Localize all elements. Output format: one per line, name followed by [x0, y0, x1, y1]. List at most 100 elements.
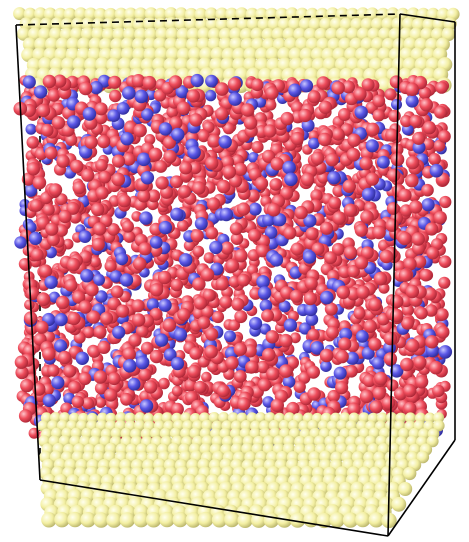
liquid-atom-red — [35, 320, 49, 334]
wall-atom — [19, 17, 33, 31]
liquid-atom-red — [81, 397, 94, 410]
wall-atom — [210, 47, 225, 62]
liquid-atom-red — [361, 78, 375, 92]
liquid-atom-red — [419, 98, 433, 112]
wall-atom — [376, 412, 388, 424]
liquid-atom-red — [53, 74, 67, 88]
liquid-atom-red — [186, 89, 200, 103]
wall-atom — [316, 512, 332, 529]
liquid-atom-red — [270, 157, 284, 171]
wall-atom — [123, 17, 137, 31]
wall-atom — [145, 512, 162, 528]
liquid-atom-red — [335, 349, 349, 364]
wall-atom — [133, 512, 149, 528]
liquid-atom-red — [91, 202, 105, 217]
wall-atom — [129, 57, 145, 73]
wall-atom — [150, 427, 162, 440]
liquid-atom-red — [163, 149, 177, 164]
wall-atom — [319, 17, 333, 31]
liquid-atom-blue — [218, 135, 232, 149]
liquid-atom-red — [204, 344, 218, 359]
liquid-atom-red — [307, 387, 321, 401]
liquid-atom-red — [372, 225, 386, 240]
liquid-atom-red — [385, 218, 399, 232]
liquid-atom-blue — [339, 327, 353, 341]
liquid-atom-red — [319, 348, 334, 363]
liquid-atom-blue — [303, 214, 317, 228]
liquid-atom-red — [265, 99, 277, 111]
liquid-atom-red — [91, 237, 105, 251]
liquid-atom-red — [436, 308, 449, 321]
liquid-atom-red — [158, 377, 170, 390]
liquid-atom-blue — [78, 230, 92, 244]
liquid-atom-red — [332, 211, 346, 225]
liquid-atom-blue — [304, 303, 318, 317]
liquid-atom-red — [205, 327, 219, 341]
liquid-atom-red — [170, 175, 183, 189]
liquid-atom-red — [205, 226, 219, 240]
liquid-atom-red — [99, 311, 114, 325]
liquid-atom-blue — [299, 79, 314, 93]
liquid-atom-red — [193, 380, 207, 394]
liquid-atom-blue — [28, 231, 43, 245]
wall-atom — [112, 17, 126, 31]
wall-atom — [441, 27, 456, 42]
liquid-atom-red — [109, 89, 122, 103]
liquid-atom-red — [197, 129, 210, 143]
liquid-atom-red — [307, 328, 320, 342]
liquid-atom-red — [36, 103, 51, 118]
wall-atom — [194, 7, 208, 21]
liquid-atom-red — [157, 270, 172, 285]
liquid-atom-blue — [310, 341, 325, 355]
liquid-atom-red — [66, 257, 81, 272]
wall-atom — [84, 7, 98, 21]
liquid-atom-red — [265, 86, 279, 100]
wall-atom — [271, 27, 286, 41]
liquid-atom-red — [72, 290, 86, 304]
liquid-atom-red — [166, 105, 179, 118]
liquid-atom-red — [379, 249, 394, 264]
liquid-atom-red — [171, 385, 183, 397]
liquid-atom-blue — [264, 226, 278, 239]
box-edge-front-bottom — [39, 479, 389, 537]
liquid-atom-blue — [262, 213, 275, 227]
wall-atom — [398, 482, 413, 496]
liquid-atom-red — [438, 276, 451, 289]
liquid-atom-blue — [115, 252, 129, 266]
liquid-atom-blue — [205, 89, 217, 102]
liquid-atom-red — [30, 199, 43, 212]
liquid-atom-red — [388, 109, 401, 123]
liquid-atom-red — [95, 186, 109, 200]
liquid-atom-red — [230, 232, 244, 245]
liquid-atom-red — [187, 364, 201, 379]
liquid-atom-blue — [361, 187, 376, 202]
wall-atom — [433, 420, 445, 432]
liquid-atom-red — [256, 244, 269, 258]
liquid-atom-red — [386, 202, 400, 215]
liquid-atom-blue — [173, 327, 188, 342]
liquid-atom-red — [290, 242, 304, 256]
liquid-atom-red — [183, 239, 196, 252]
liquid-atom-red — [94, 102, 108, 116]
liquid-atom-red — [280, 111, 294, 126]
liquid-atom-red — [78, 81, 93, 96]
wall-atom — [106, 512, 122, 528]
liquid-atom-blue — [256, 275, 270, 289]
wall-atom — [365, 7, 379, 21]
wall-atom — [255, 412, 267, 424]
liquid-atom-red — [398, 268, 413, 282]
liquid-atom-red — [346, 147, 361, 162]
wall-atom — [186, 27, 201, 42]
liquid-atom-blue — [205, 74, 218, 88]
liquid-atom-red — [365, 122, 380, 137]
liquid-atom-red — [95, 158, 108, 172]
liquid-atom-red — [78, 300, 92, 314]
liquid-atom-red — [203, 252, 215, 264]
box-edge-bottom-right — [387, 439, 456, 537]
liquid-atom-blue — [134, 89, 149, 104]
liquid-atom-red — [347, 133, 361, 147]
liquid-atom-red — [245, 360, 259, 374]
liquid-atom-red — [419, 268, 433, 282]
wall-atom — [225, 7, 239, 21]
liquid-atom-red — [433, 139, 446, 152]
